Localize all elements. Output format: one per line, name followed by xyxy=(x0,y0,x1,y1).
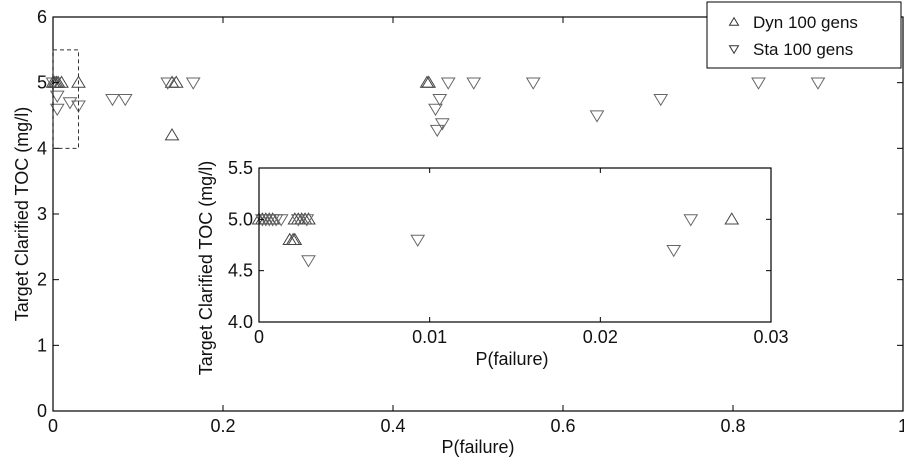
inset-sta-point xyxy=(683,214,699,227)
main-dyn-point xyxy=(71,75,86,88)
main-x-tick-label: 1 xyxy=(898,416,904,436)
inset-sta-point xyxy=(410,234,426,248)
inset-points-layer xyxy=(251,212,740,268)
main-x-tick-label: 0.2 xyxy=(210,416,235,436)
main-dyn-point xyxy=(164,128,180,141)
main-dyn-point xyxy=(421,75,437,88)
inset-sta-point xyxy=(299,214,315,227)
main-sta-point xyxy=(751,77,766,90)
main-y-tick-label: 4 xyxy=(37,138,47,158)
main-y-axis-label: Target Clarified TOC (mg/l) xyxy=(12,107,32,321)
main-sta-point xyxy=(653,93,669,107)
inset-plot-frame xyxy=(258,167,772,323)
inset-x-tick-label: 0.02 xyxy=(583,327,618,347)
main-sta-point xyxy=(117,93,133,107)
main-sta-point xyxy=(428,103,443,117)
main-sta-point xyxy=(185,77,201,90)
legend-box xyxy=(706,1,902,69)
main-x-axis-label: P(failure) xyxy=(441,437,514,457)
main-dyn-point xyxy=(168,75,184,88)
main-x-tick-label: 0.6 xyxy=(550,416,575,436)
main-sta-point xyxy=(105,93,120,107)
main-x-tick-label: 0.4 xyxy=(380,416,405,436)
inset-x-tick-label: 0.01 xyxy=(412,327,447,347)
inset-x-axis-label: P(failure) xyxy=(475,349,548,369)
inset-dyn-point xyxy=(301,212,316,225)
main-sta-point xyxy=(71,100,86,113)
main-x-tick-label: 0.8 xyxy=(720,416,745,436)
inset-y-tick-label: 4.0 xyxy=(228,312,253,332)
inset-x-tick-label: 0 xyxy=(254,327,264,347)
inset-sta-point xyxy=(301,255,316,268)
main-x-ticks: 0 0.2 0.4 0.6 0.8 1 xyxy=(48,17,904,436)
inset-plot: 0 0.01 0.02 0.03 4.0 4.5 5.0 5.5 P(failure) Ta… xyxy=(192,152,792,382)
main-sta-point xyxy=(49,103,65,117)
main-dyn-point xyxy=(54,75,69,88)
inset-y-tick-label: 5.5 xyxy=(228,158,253,178)
inset-x-ticks: 0 0.01 0.02 0.03 xyxy=(254,168,789,347)
main-y-tick-label: 6 xyxy=(37,7,47,27)
legend-dyn-label: Dyn 100 gens xyxy=(753,13,858,32)
inset-dyn-point xyxy=(724,212,740,225)
inset-background xyxy=(192,152,792,382)
main-y-tick-label: 5 xyxy=(37,73,47,93)
inset-x-tick-label: 0.03 xyxy=(753,327,788,347)
inset-dyn-point xyxy=(287,232,303,245)
legend-sta-marker xyxy=(728,45,740,55)
main-sta-point xyxy=(429,124,445,138)
main-sta-point xyxy=(49,90,65,103)
main-y-tick-label: 2 xyxy=(37,270,47,290)
inset-sta-point xyxy=(273,214,289,227)
inset-y-tick-label: 5.0 xyxy=(228,209,253,229)
main-sta-point xyxy=(589,110,605,123)
main-sta-point xyxy=(810,77,826,90)
main-sta-point xyxy=(525,77,541,90)
main-points-layer xyxy=(45,75,826,141)
main-plot: 0 0.2 0.4 0.6 0.8 1 0 1 2 3 4 5 6 P(failure) Target… xyxy=(12,7,904,457)
inset-sta-point xyxy=(290,214,306,227)
main-y-tick-label: 0 xyxy=(37,401,47,421)
main-sta-point xyxy=(432,93,448,107)
inset-y-axis-label: Target Clarified TOC (mg/l) xyxy=(196,161,216,375)
inset-y-tick-label: 4.5 xyxy=(228,261,253,281)
main-y-tick-label: 3 xyxy=(37,204,47,224)
inset-sta-point xyxy=(666,245,682,258)
zoom-region-box xyxy=(52,49,79,149)
main-x-tick-label: 0 xyxy=(48,416,58,436)
legend-sta-label: Sta 100 gens xyxy=(753,40,853,59)
inset-dyn-point xyxy=(265,212,281,225)
main-sta-point xyxy=(62,97,78,110)
main-sta-point xyxy=(434,118,450,131)
legend-items: Dyn 100 gens Sta 100 gens xyxy=(728,13,858,59)
main-y-tick-label: 1 xyxy=(37,335,47,355)
main-sta-point xyxy=(160,77,176,90)
legend-dyn-marker xyxy=(728,16,740,26)
main-sta-point xyxy=(440,77,456,90)
main-sta-point xyxy=(466,77,482,90)
legend: Dyn 100 gens Sta 100 gens xyxy=(706,1,902,69)
inset-y-ticks: 4.0 4.5 5.0 5.5 xyxy=(228,158,771,332)
